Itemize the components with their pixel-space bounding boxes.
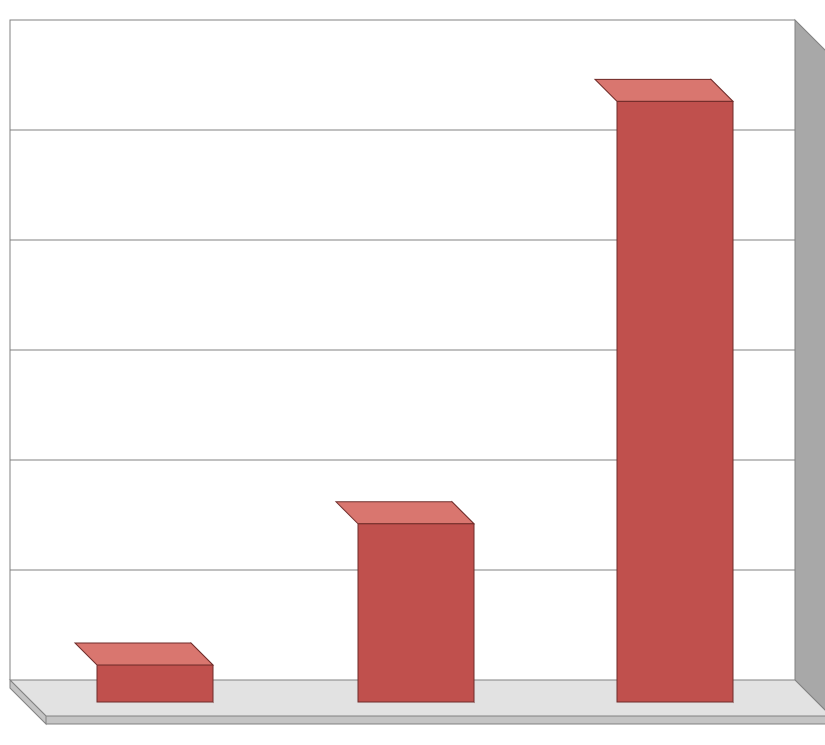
bar-chart-3d bbox=[0, 0, 825, 745]
bar-top bbox=[75, 643, 213, 665]
floor-front bbox=[46, 716, 825, 724]
bar-front bbox=[617, 101, 733, 702]
bar-top bbox=[595, 79, 733, 101]
bar-front bbox=[358, 524, 474, 702]
bar-front bbox=[97, 665, 213, 702]
bar-top bbox=[336, 502, 474, 524]
right-side-wall bbox=[795, 20, 825, 716]
